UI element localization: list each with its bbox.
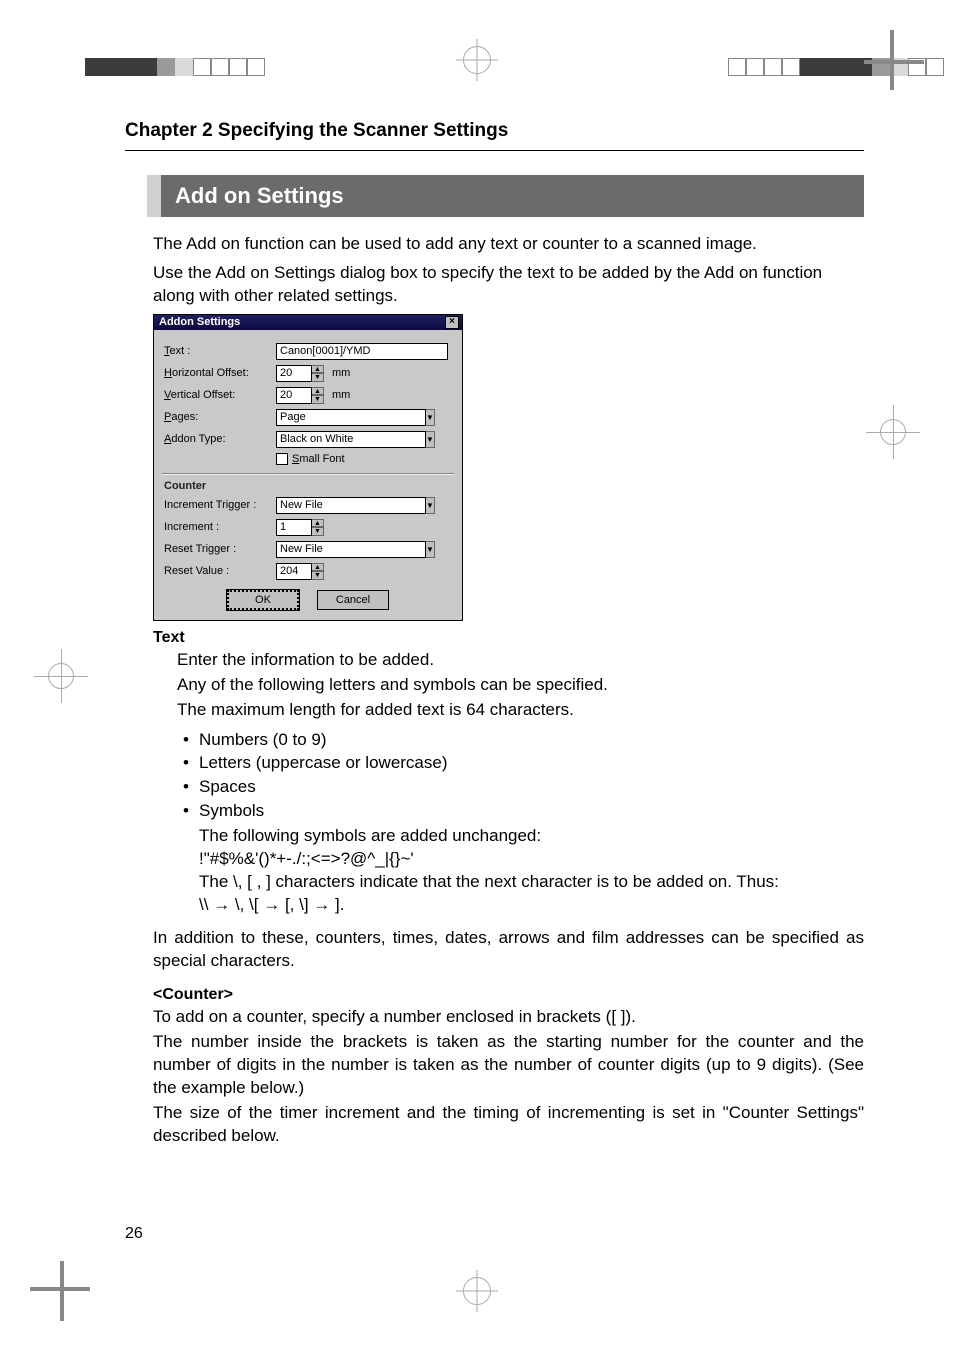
corner-mark-top-right (854, 30, 924, 100)
page-number: 26 (125, 1225, 143, 1243)
close-icon[interactable]: × (445, 316, 459, 329)
registration-mark-top (463, 46, 491, 74)
text-line-2: Any of the following letters and symbols… (177, 674, 864, 697)
registration-mark-right (880, 419, 906, 445)
bullet-numbers: Numbers (0 to 9) (183, 728, 864, 752)
voffset-unit: mm (332, 389, 350, 401)
text-input[interactable] (276, 343, 448, 360)
dialog-titlebar: Addon Settings × (154, 315, 462, 330)
divider (162, 473, 454, 474)
registration-mark-left (48, 663, 74, 689)
vertical-offset-spinner[interactable]: ▲▼ (276, 387, 324, 404)
intro-paragraph-1: The Add on function can be used to add a… (153, 233, 864, 256)
addition-paragraph: In addition to these, counters, times, d… (153, 927, 864, 973)
pages-label: Pages: (164, 411, 276, 423)
pages-select[interactable]: ▼ (276, 409, 424, 426)
chevron-up-icon[interactable]: ▲ (312, 519, 324, 528)
cancel-button[interactable]: Cancel (317, 590, 389, 610)
increment-trigger-label: Increment Trigger : (164, 499, 276, 511)
counter-p1: To add on a counter, specify a number en… (153, 1006, 864, 1029)
symbols-line-1: The following symbols are added unchange… (199, 825, 864, 848)
horizontal-offset-spinner[interactable]: ▲▼ (276, 365, 324, 382)
intro-paragraph-2: Use the Add on Settings dialog box to sp… (153, 262, 864, 308)
counter-section-label: Counter (164, 480, 452, 492)
increment-label: Increment : (164, 521, 276, 533)
increment-trigger-select[interactable]: ▼ (276, 497, 424, 514)
chevron-down-icon[interactable]: ▼ (312, 527, 324, 536)
vertical-offset-label: Vertical Offset: (164, 389, 276, 401)
chevron-up-icon[interactable]: ▲ (312, 563, 324, 572)
bullet-spaces: Spaces (183, 775, 864, 799)
horizontal-offset-label: Horizontal Offset: (164, 367, 276, 379)
small-font-label: Small Font (292, 453, 345, 465)
text-line-1: Enter the information to be added. (177, 649, 864, 672)
reset-value-spinner[interactable]: ▲▼ (276, 563, 324, 580)
chevron-down-icon[interactable]: ▼ (426, 497, 435, 514)
bullet-letters: Letters (uppercase or lowercase) (183, 751, 864, 775)
ok-button[interactable]: OK (227, 590, 299, 610)
counter-p2: The number inside the brackets is taken … (153, 1031, 864, 1100)
small-font-checkbox[interactable] (276, 453, 288, 465)
text-subheading: Text (153, 629, 864, 647)
symbols-line-3: The \, [ , ] characters indicate that th… (199, 871, 864, 894)
addon-type-label: Addon Type: (164, 433, 276, 445)
symbols-line-4: \\ → \, \[ → [, \] → ]. (199, 894, 864, 917)
chevron-down-icon[interactable]: ▼ (312, 395, 324, 404)
dialog-title: Addon Settings (159, 316, 240, 328)
registration-mark-bottom (463, 1277, 491, 1305)
chapter-title: Chapter 2 Specifying the Scanner Setting… (125, 120, 864, 151)
reset-trigger-label: Reset Trigger : (164, 543, 276, 555)
increment-spinner[interactable]: ▲▼ (276, 519, 324, 536)
reset-trigger-select[interactable]: ▼ (276, 541, 424, 558)
counter-subheading: <Counter> (153, 986, 864, 1004)
chevron-down-icon[interactable]: ▼ (426, 431, 435, 448)
page-content: Chapter 2 Specifying the Scanner Setting… (125, 120, 864, 1241)
chevron-down-icon[interactable]: ▼ (312, 571, 324, 580)
symbols-line-2: !"#$%&'()*+-./:;<=>?@^_|{}~' (199, 848, 864, 871)
corner-mark-bottom-left (30, 1251, 100, 1321)
text-bullet-list: Numbers (0 to 9) Letters (uppercase or l… (183, 728, 864, 823)
chevron-down-icon[interactable]: ▼ (426, 541, 435, 558)
section-banner: Add on Settings (147, 175, 864, 217)
chevron-down-icon[interactable]: ▼ (426, 409, 435, 426)
chevron-down-icon[interactable]: ▼ (312, 373, 324, 382)
reset-value-label: Reset Value : (164, 565, 276, 577)
addon-type-select[interactable]: ▼ (276, 431, 424, 448)
text-label: Text : (164, 345, 276, 357)
text-line-3: The maximum length for added text is 64 … (177, 699, 864, 722)
addon-settings-dialog: Addon Settings × Text : Horizontal Offse… (153, 314, 463, 621)
chevron-up-icon[interactable]: ▲ (312, 387, 324, 396)
chevron-up-icon[interactable]: ▲ (312, 365, 324, 374)
counter-p3: The size of the timer increment and the … (153, 1102, 864, 1148)
bullet-symbols: Symbols (183, 799, 864, 823)
hoffset-unit: mm (332, 367, 350, 379)
